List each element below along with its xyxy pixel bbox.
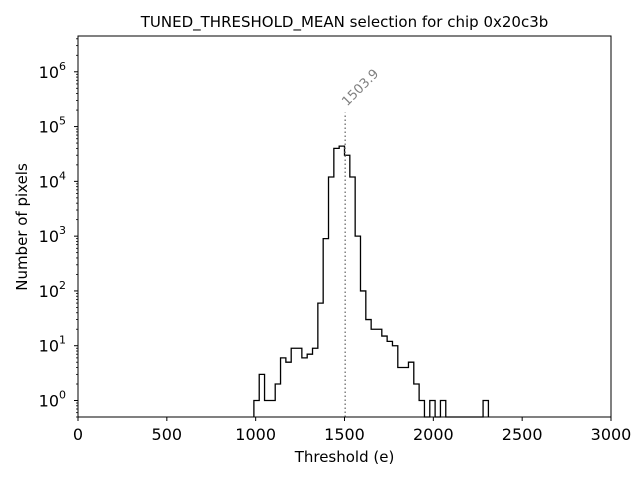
x-tick-label: 0 (73, 425, 83, 444)
y-tick-label: 100 (39, 389, 66, 411)
mean-label: 1503.9 (339, 67, 382, 110)
y-tick-label: 104 (39, 169, 66, 191)
x-tick-label: 3000 (591, 425, 632, 444)
plot-area (253, 145, 490, 418)
histogram-outline (253, 145, 490, 418)
x-axis-label: Threshold (e) (294, 448, 395, 466)
y-tick-label: 106 (39, 60, 66, 82)
x-tick-label: 2000 (413, 425, 454, 444)
y-tick-label: 101 (39, 334, 66, 356)
x-axis: 0 500 1000 1500 2000 2500 3000 (73, 417, 631, 444)
y-tick-label: 103 (39, 224, 66, 246)
y-axis-label: Number of pixels (13, 163, 31, 291)
chart-title: TUNED_THRESHOLD_MEAN selection for chip … (140, 13, 549, 32)
x-tick-label: 500 (152, 425, 183, 444)
x-tick-label: 1000 (235, 425, 276, 444)
y-tick-label: 105 (39, 115, 66, 137)
x-tick-label: 1500 (324, 425, 365, 444)
y-axis: 100 101 102 103 104 105 106 (39, 38, 78, 418)
x-tick-label: 2500 (502, 425, 543, 444)
y-tick-label: 102 (39, 279, 66, 301)
